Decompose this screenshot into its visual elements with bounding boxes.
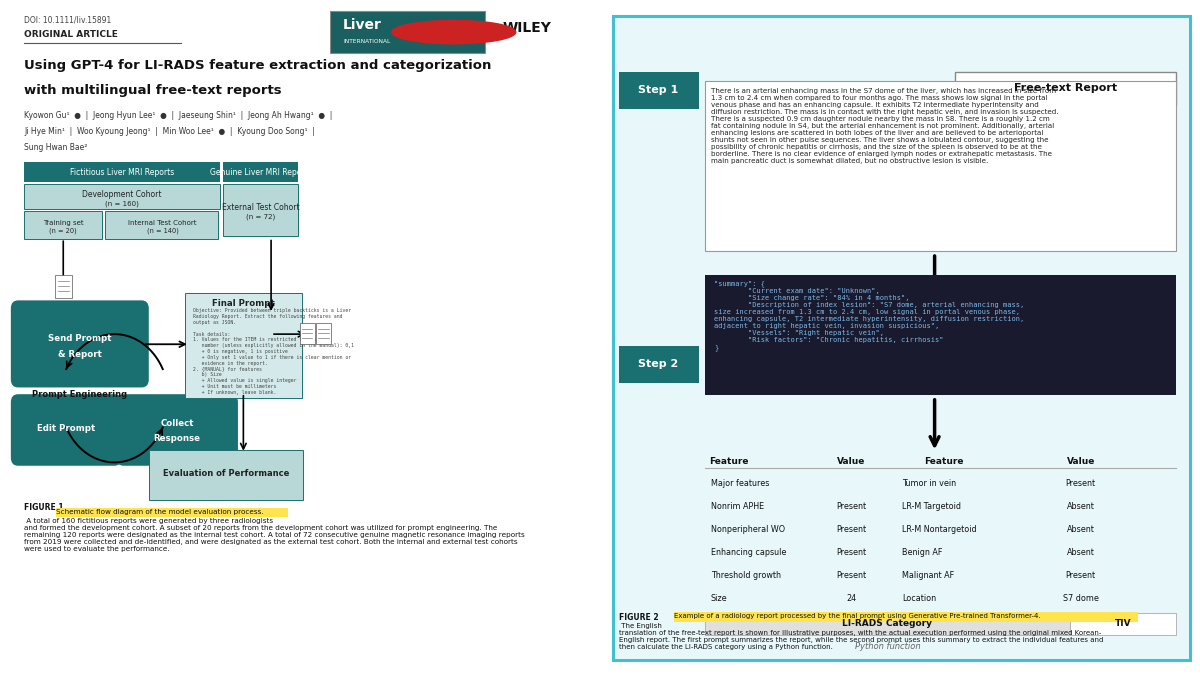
Text: Edit Prompt: Edit Prompt: [37, 424, 95, 433]
FancyBboxPatch shape: [24, 184, 220, 209]
FancyBboxPatch shape: [618, 72, 700, 109]
Text: Genuine Liver MRI Reports: Genuine Liver MRI Reports: [210, 167, 312, 177]
Text: (n = 72): (n = 72): [246, 213, 275, 220]
Text: FIGURE 1: FIGURE 1: [24, 503, 64, 512]
Text: "summary": {
        "Current exam date": "Unknown",
        "Size change rate":: "summary": { "Current exam date": "Unkno…: [714, 280, 1024, 350]
Text: Training set: Training set: [43, 220, 84, 225]
Circle shape: [392, 20, 516, 44]
Text: (n = 140): (n = 140): [146, 227, 179, 234]
Text: Fictitious Liver MRI Reports: Fictitious Liver MRI Reports: [70, 167, 174, 177]
FancyBboxPatch shape: [223, 184, 298, 236]
FancyBboxPatch shape: [704, 613, 1070, 634]
Text: Value: Value: [836, 457, 865, 466]
Text: ORIGINAL ARTICLE: ORIGINAL ARTICLE: [24, 30, 118, 38]
Text: INTERNATIONAL: INTERNATIONAL: [343, 39, 390, 44]
FancyBboxPatch shape: [116, 394, 238, 466]
Text: Location: Location: [902, 593, 936, 603]
FancyBboxPatch shape: [704, 81, 1176, 251]
Text: FIGURE 2: FIGURE 2: [618, 613, 658, 622]
Text: Enhancing capsule: Enhancing capsule: [710, 547, 786, 557]
Text: Major features: Major features: [710, 479, 769, 488]
Text: Ji Hye Min¹  |  Woo Kyoung Jeong¹  |  Min Woo Lee¹  ●  |  Kyoung Doo Song¹  |: Ji Hye Min¹ | Woo Kyoung Jeong¹ | Min Wo…: [24, 127, 314, 136]
FancyBboxPatch shape: [674, 612, 1138, 622]
FancyBboxPatch shape: [612, 16, 1190, 660]
Text: Present: Present: [836, 502, 866, 511]
Text: (n = 20): (n = 20): [49, 227, 77, 234]
FancyBboxPatch shape: [316, 323, 331, 344]
Text: Sung Hwan Bae²: Sung Hwan Bae²: [24, 143, 88, 152]
Text: LR-M Targetoid: LR-M Targetoid: [902, 502, 961, 511]
Text: TIV: TIV: [1115, 619, 1132, 628]
FancyBboxPatch shape: [223, 162, 298, 182]
Text: 24: 24: [846, 593, 856, 603]
Text: Feature: Feature: [709, 457, 749, 466]
Text: A total of 160 fictitious reports were generated by three radiologists
and forme: A total of 160 fictitious reports were g…: [24, 518, 524, 552]
FancyBboxPatch shape: [300, 323, 314, 344]
Text: Final Prompt: Final Prompt: [212, 299, 275, 308]
Text: Evaluation of Performance: Evaluation of Performance: [163, 468, 289, 478]
Text: Present: Present: [836, 570, 866, 580]
Text: Malignant AF: Malignant AF: [902, 570, 954, 580]
Text: There is an arterial enhancing mass in the S7 dome of the liver, which has incre: There is an arterial enhancing mass in t…: [710, 88, 1058, 164]
FancyBboxPatch shape: [618, 346, 700, 383]
FancyBboxPatch shape: [56, 508, 288, 517]
FancyBboxPatch shape: [149, 450, 304, 500]
Text: Absent: Absent: [1067, 502, 1094, 511]
Text: & Report: & Report: [58, 350, 102, 359]
Text: Collect: Collect: [161, 418, 194, 428]
FancyBboxPatch shape: [24, 162, 220, 182]
Text: Using GPT-4 for LI-RADS feature extraction and categorization: Using GPT-4 for LI-RADS feature extracti…: [24, 59, 492, 72]
FancyBboxPatch shape: [330, 11, 485, 53]
Text: Step 1: Step 1: [638, 86, 678, 95]
FancyBboxPatch shape: [106, 211, 218, 239]
FancyBboxPatch shape: [185, 293, 302, 398]
FancyBboxPatch shape: [704, 275, 1176, 395]
Text: LI-RADS Category: LI-RADS Category: [842, 619, 932, 628]
Text: Present: Present: [1066, 479, 1096, 488]
FancyBboxPatch shape: [55, 275, 72, 298]
Text: The English
translation of the free-text report is shown for illustrative purpos: The English translation of the free-text…: [618, 623, 1103, 650]
Text: Present: Present: [1066, 570, 1096, 580]
Text: Threshold growth: Threshold growth: [710, 570, 781, 580]
Text: Feature: Feature: [924, 457, 964, 466]
Text: Internal Test Cohort: Internal Test Cohort: [128, 220, 197, 225]
Text: Step 2: Step 2: [638, 359, 678, 369]
Text: (n = 160): (n = 160): [106, 200, 139, 207]
Text: Liver: Liver: [343, 18, 382, 32]
FancyBboxPatch shape: [1070, 613, 1176, 634]
FancyBboxPatch shape: [24, 211, 102, 239]
Text: Size: Size: [710, 593, 727, 603]
Text: Kyowon Gu¹  ●  |  Jeong Hyun Lee¹  ●  |  Jaeseung Shin¹  |  Jeong Ah Hwang¹  ●  : Kyowon Gu¹ ● | Jeong Hyun Lee¹ ● | Jaese…: [24, 111, 332, 119]
Text: Free-text Report: Free-text Report: [1014, 83, 1117, 92]
Text: Objective: Provided between triple backticks is a Liver
Radiology Report. Extrac: Objective: Provided between triple backt…: [193, 308, 354, 395]
Text: Tumor in vein: Tumor in vein: [902, 479, 956, 488]
Text: Present: Present: [836, 524, 866, 534]
Text: Value: Value: [1067, 457, 1094, 466]
Text: Python function: Python function: [854, 642, 920, 651]
Text: Nonperipheral WO: Nonperipheral WO: [710, 524, 785, 534]
Text: Absent: Absent: [1067, 524, 1094, 534]
Text: LR-M Nontargetoid: LR-M Nontargetoid: [902, 524, 977, 534]
Text: Send Prompt: Send Prompt: [48, 334, 112, 344]
Text: DOI: 10.1111/liv.15891: DOI: 10.1111/liv.15891: [24, 16, 112, 24]
Text: Development Cohort: Development Cohort: [83, 190, 162, 199]
Text: Schematic flow diagram of the model evaluation process.: Schematic flow diagram of the model eval…: [56, 509, 264, 515]
FancyBboxPatch shape: [11, 394, 121, 466]
Text: with multilingual free-text reports: with multilingual free-text reports: [24, 84, 282, 97]
Text: Example of a radiology report processed by the final prompt using Generative Pre: Example of a radiology report processed …: [674, 613, 1040, 619]
Text: Response: Response: [154, 434, 200, 443]
Text: S7 dome: S7 dome: [1063, 593, 1099, 603]
Text: WILEY: WILEY: [503, 21, 552, 35]
Text: External Test Cohort: External Test Cohort: [222, 202, 299, 212]
Text: Absent: Absent: [1067, 547, 1094, 557]
Text: Benign AF: Benign AF: [902, 547, 942, 557]
Text: Present: Present: [836, 547, 866, 557]
Text: Prompt Engineering: Prompt Engineering: [32, 390, 127, 400]
FancyBboxPatch shape: [955, 72, 1176, 105]
Text: Nonrim APHE: Nonrim APHE: [710, 502, 764, 511]
FancyBboxPatch shape: [11, 300, 149, 387]
